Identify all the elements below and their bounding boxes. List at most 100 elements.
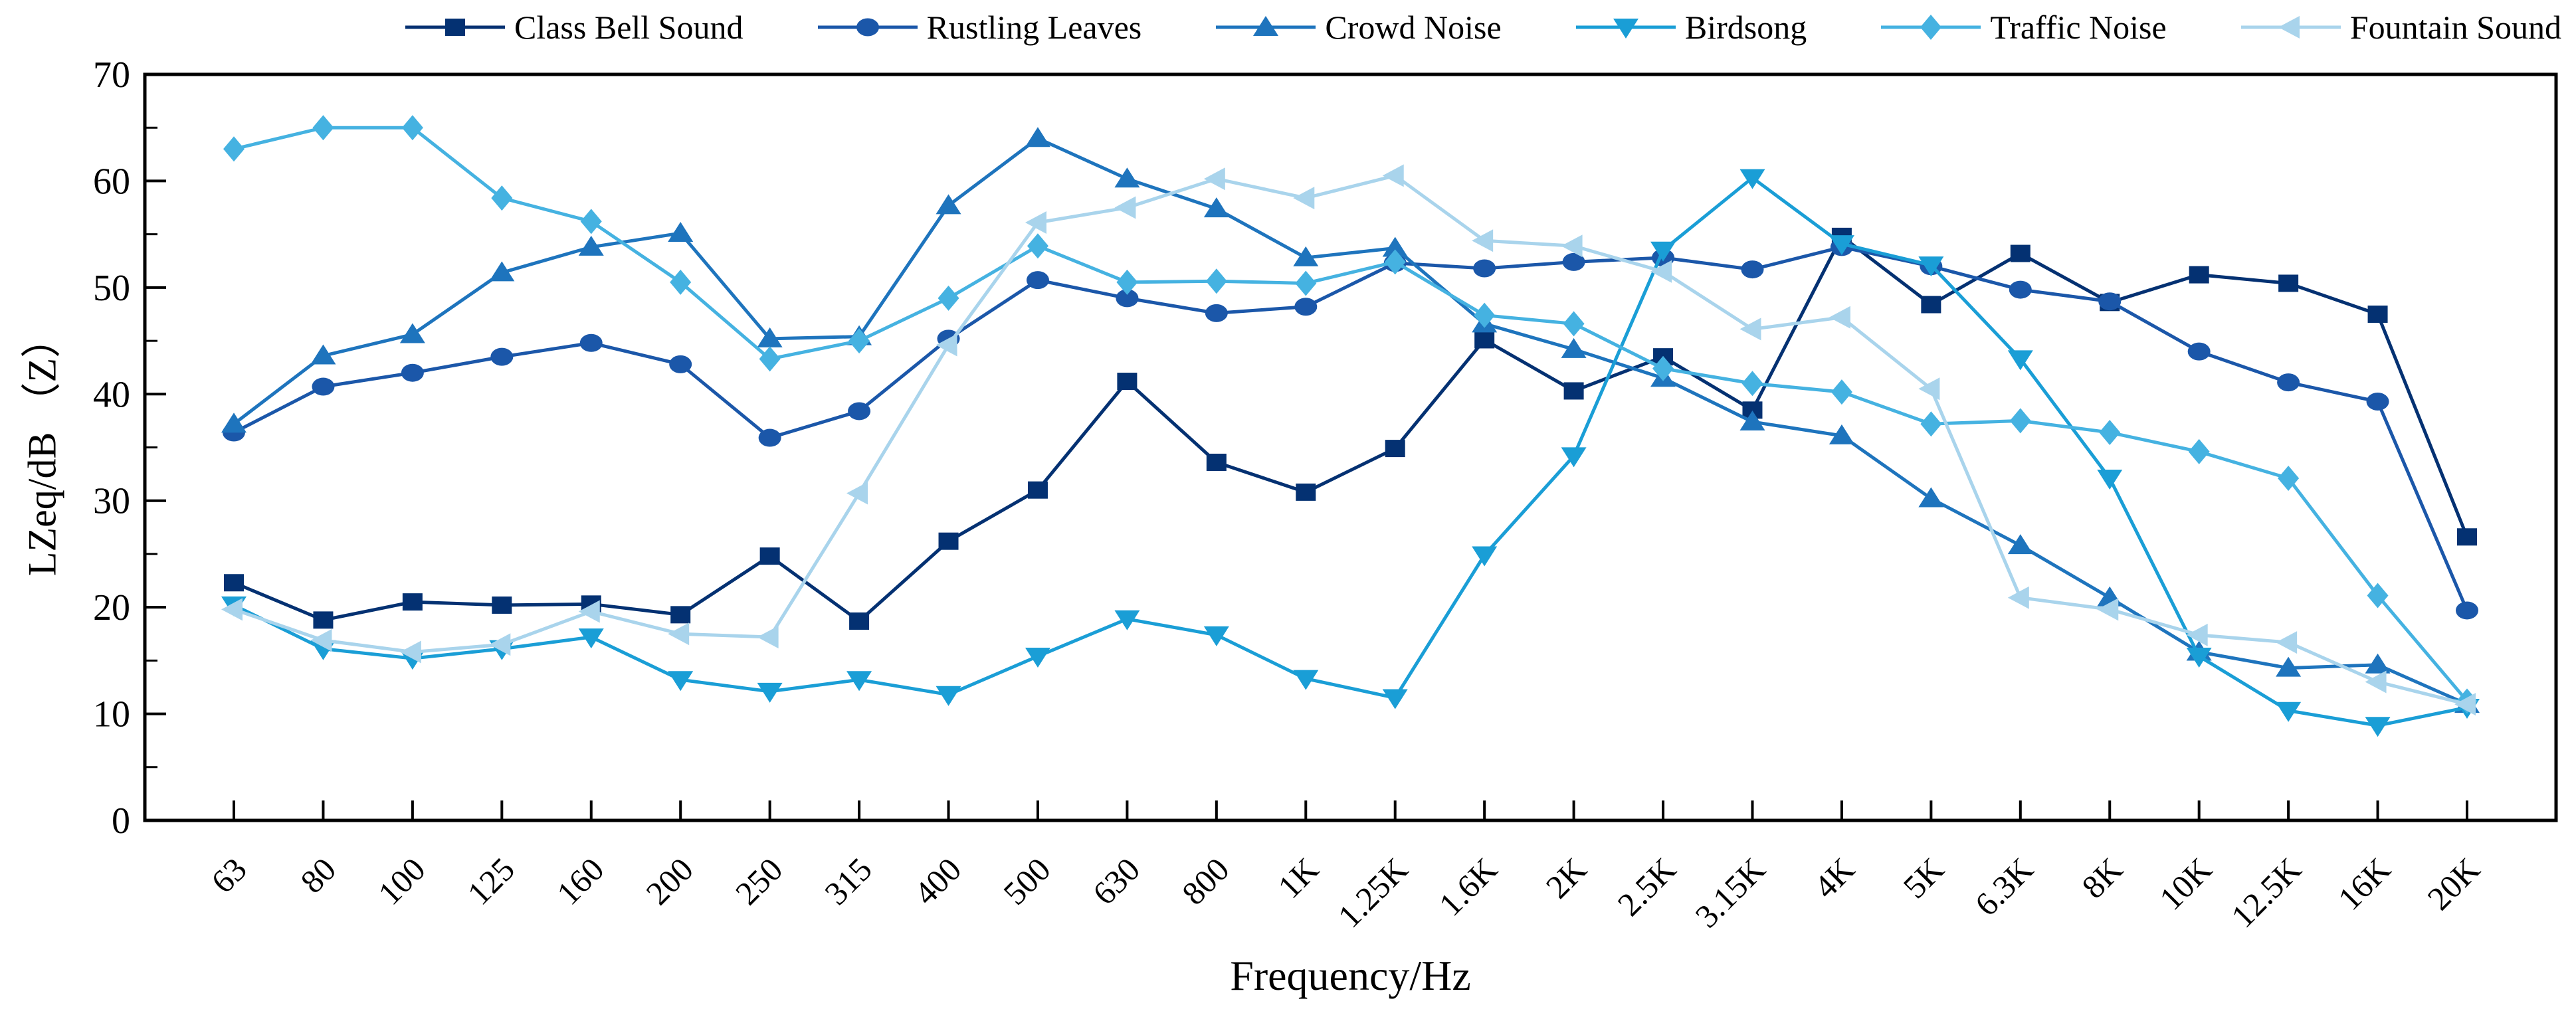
series-fountain-sound [221, 164, 2476, 716]
data-point-marker [2278, 466, 2300, 492]
data-point-marker [1918, 377, 1940, 401]
data-point-marker [1921, 296, 1941, 314]
axis-frame [143, 72, 2558, 822]
data-point-marker [1114, 610, 1140, 630]
data-point-marker [578, 235, 604, 256]
data-point-marker [668, 222, 694, 242]
legend-label: Rustling Leaves [926, 9, 1142, 46]
data-point-marker [668, 671, 694, 692]
y-tick-label: 0 [112, 800, 130, 842]
x-tick-label: 1K [1270, 850, 1326, 905]
data-point-marker [1025, 647, 1050, 668]
x-tick-label: 400 [907, 850, 969, 912]
data-point-marker [1474, 331, 1495, 349]
data-point-marker [1293, 187, 1315, 210]
data-point-marker [1114, 167, 1140, 188]
x-tick-label: 500 [996, 850, 1058, 912]
data-point-marker [1474, 302, 1496, 328]
data-point-marker [1206, 453, 1227, 471]
data-point-marker [489, 261, 515, 282]
data-point-marker [938, 532, 959, 550]
y-tick-label: 70 [93, 54, 130, 96]
x-tick-label: 100 [371, 850, 433, 912]
legend-item-birdsong: Birdsong [1575, 9, 1807, 46]
data-point-marker [2278, 16, 2300, 39]
data-point-marker [2276, 701, 2302, 722]
legend-label: Birdsong [1684, 9, 1807, 46]
x-tick-label: 125 [460, 850, 522, 912]
data-point-marker [492, 596, 512, 614]
data-point-marker [1203, 626, 1229, 646]
data-point-marker [221, 598, 243, 621]
data-point-marker [1114, 196, 1136, 219]
data-point-marker [1382, 164, 1404, 187]
series-line [233, 245, 2469, 611]
y-tick-label: 30 [93, 481, 130, 522]
x-tick-label: 10K [2152, 850, 2219, 917]
data-point-marker [313, 611, 334, 629]
data-point-marker [2009, 408, 2031, 434]
data-point-marker [2098, 292, 2122, 311]
data-point-marker [759, 346, 781, 372]
y-tick-label: 20 [93, 587, 130, 628]
data-point-marker [402, 593, 423, 611]
data-point-marker [578, 600, 600, 623]
data-point-marker [848, 328, 870, 354]
data-point-marker [757, 626, 779, 649]
data-point-marker [2367, 583, 2389, 608]
data-point-marker [1831, 379, 1852, 405]
series-line [233, 175, 2468, 727]
series-line [233, 126, 2468, 702]
data-point-marker [1561, 337, 1587, 358]
data-point-marker [578, 628, 604, 649]
series-birdsong [221, 169, 2480, 737]
series-line [233, 173, 2468, 706]
data-point-marker [846, 671, 872, 692]
data-point-marker [1027, 481, 1048, 499]
y-axis-title: LZeq/dB （Z） [20, 318, 64, 577]
legend-item-rustling-leaves: Rustling Leaves [817, 9, 1142, 46]
data-point-marker [2188, 438, 2210, 464]
legend-item-traffic-noise: Traffic Noise [1881, 9, 2167, 46]
data-point-marker [1296, 483, 1316, 501]
data-point-marker [1650, 260, 1672, 283]
data-point-marker [2456, 601, 2478, 620]
data-point-marker [936, 194, 961, 215]
y-tick-label: 40 [93, 374, 130, 415]
data-point-marker [1562, 252, 1585, 271]
x-tick-label: 1.25K [1330, 850, 1415, 935]
data-point-marker [1293, 670, 1319, 690]
legend-marker-circle-icon [817, 18, 918, 37]
data-point-marker [1561, 447, 1587, 468]
data-point-marker [1741, 371, 1763, 397]
x-tick-label: 3.15K [1688, 850, 1772, 935]
data-point-marker [2099, 420, 2121, 446]
data-point-marker [310, 344, 336, 365]
data-point-marker [670, 269, 692, 295]
x-tick-label: 16K [2331, 850, 2397, 917]
data-point-marker [2187, 342, 2211, 361]
x-tick-label: 2K [1539, 850, 1594, 905]
legend-label: Traffic Noise [1990, 9, 2167, 46]
x-tick-label: 1.6K [1432, 850, 1504, 923]
data-point-marker [2365, 653, 2391, 674]
data-point-marker [669, 355, 692, 373]
legend-marker-triangle-up-icon [1216, 16, 1316, 36]
data-point-marker [1741, 260, 1764, 279]
data-point-marker [224, 574, 244, 592]
data-point-marker [2365, 717, 2391, 737]
series-traffic-noise [223, 115, 2478, 714]
data-point-marker [2278, 274, 2299, 292]
data-point-marker [856, 18, 879, 37]
legend-item-crowd-noise: Crowd Noise [1216, 9, 1502, 46]
legend-label: Crowd Noise [1325, 9, 1502, 46]
data-point-marker [1117, 373, 1138, 391]
x-tick-label: 160 [549, 850, 611, 912]
x-axis-title: Frequency/Hz [1230, 952, 1471, 999]
data-point-marker [2365, 670, 2387, 694]
data-point-marker [1116, 269, 1138, 295]
data-point-marker [846, 482, 868, 505]
data-point-marker [1025, 127, 1050, 147]
